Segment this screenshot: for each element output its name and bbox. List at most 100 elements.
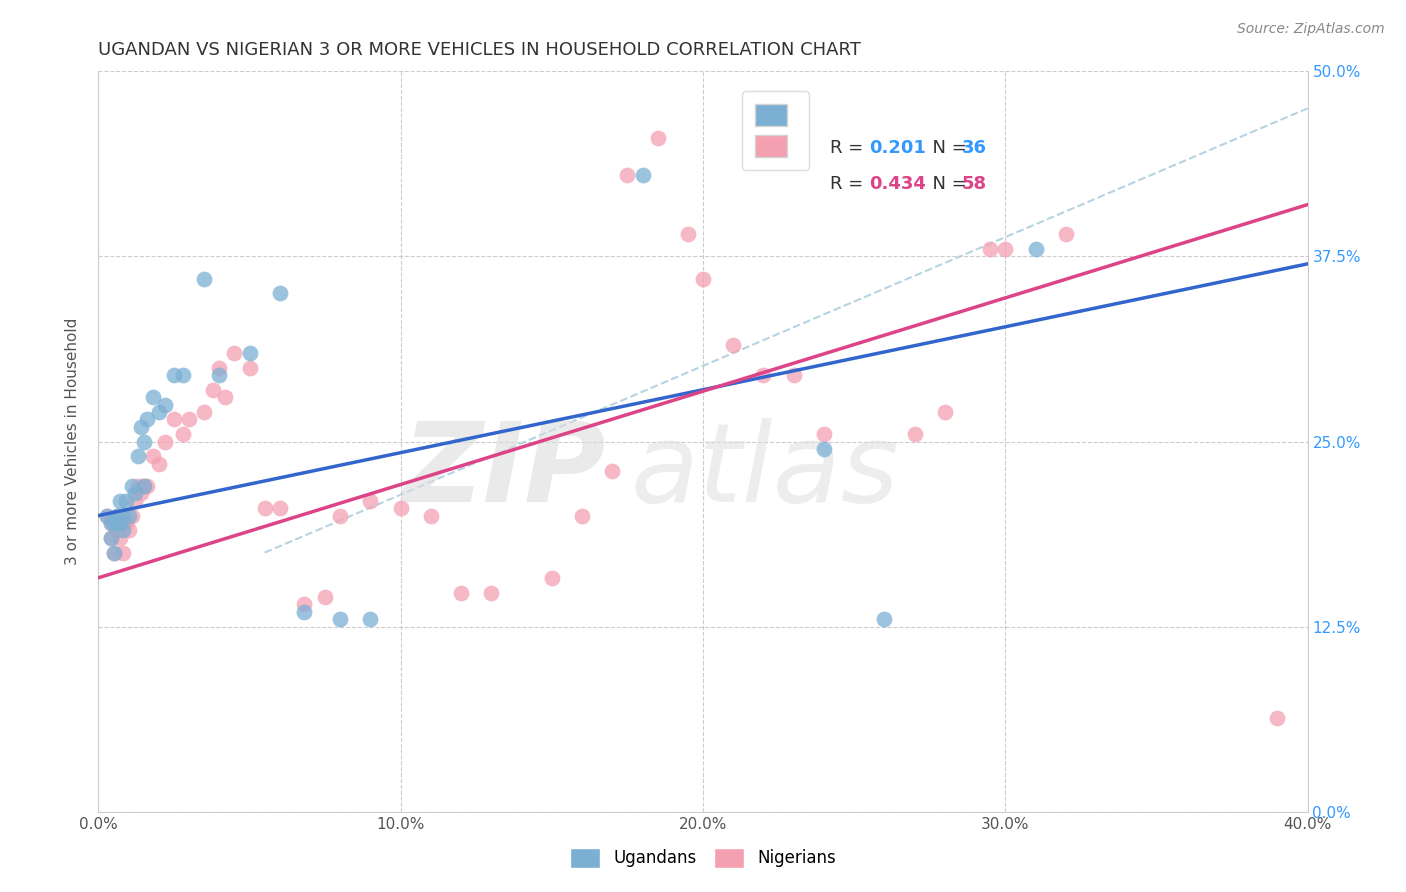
Point xyxy=(163,368,186,382)
Point xyxy=(132,434,155,449)
Y-axis label: 3 or more Vehicles in Household: 3 or more Vehicles in Household xyxy=(65,318,80,566)
Text: R =: R = xyxy=(830,138,869,156)
Point xyxy=(163,412,186,426)
Point xyxy=(103,516,125,530)
Point xyxy=(111,516,134,530)
Point xyxy=(253,501,276,516)
Point xyxy=(1024,242,1046,256)
Text: 0.201: 0.201 xyxy=(869,138,927,156)
Point xyxy=(127,450,149,464)
Point xyxy=(114,516,136,530)
Point xyxy=(602,464,624,478)
Point xyxy=(360,493,382,508)
Point xyxy=(135,479,157,493)
Point xyxy=(481,585,503,599)
Point xyxy=(208,360,231,375)
Point xyxy=(723,338,745,352)
Text: R =: R = xyxy=(830,175,869,193)
Point xyxy=(153,398,176,412)
Point xyxy=(813,427,835,442)
Text: atlas: atlas xyxy=(630,417,898,524)
Point xyxy=(647,131,669,145)
Point xyxy=(153,434,176,449)
Point xyxy=(202,383,225,397)
Point xyxy=(292,598,315,612)
Point xyxy=(118,508,141,523)
Point xyxy=(1054,227,1077,242)
Point xyxy=(540,571,562,585)
Legend: Ugandans, Nigerians: Ugandans, Nigerians xyxy=(564,841,842,875)
Point xyxy=(676,227,699,242)
Point xyxy=(100,531,122,545)
Point xyxy=(105,516,128,530)
Point xyxy=(292,605,315,619)
Point xyxy=(314,590,336,604)
Point xyxy=(571,508,593,523)
Point xyxy=(103,516,125,530)
Point xyxy=(114,493,136,508)
Point xyxy=(873,612,896,626)
Text: 58: 58 xyxy=(962,175,987,193)
Point xyxy=(631,168,654,182)
Point xyxy=(132,479,155,493)
Point xyxy=(208,368,231,382)
Point xyxy=(904,427,927,442)
Point xyxy=(214,390,236,404)
Point xyxy=(100,531,122,545)
Point xyxy=(172,368,194,382)
Point xyxy=(783,368,806,382)
Point xyxy=(108,516,131,530)
Point xyxy=(111,546,134,560)
Point xyxy=(105,524,128,538)
Point xyxy=(105,508,128,523)
Point xyxy=(616,168,638,182)
Point xyxy=(813,442,835,456)
Point xyxy=(96,508,118,523)
Point xyxy=(360,612,382,626)
Point xyxy=(329,612,352,626)
Point xyxy=(239,360,262,375)
Text: N =: N = xyxy=(921,175,973,193)
Text: Source: ZipAtlas.com: Source: ZipAtlas.com xyxy=(1237,22,1385,37)
Point xyxy=(103,546,125,560)
Text: 36: 36 xyxy=(962,138,987,156)
Point xyxy=(100,516,122,530)
Point xyxy=(111,524,134,538)
Point xyxy=(105,508,128,523)
Point xyxy=(269,286,291,301)
Point xyxy=(979,242,1001,256)
Point xyxy=(96,508,118,523)
Point xyxy=(142,450,165,464)
Point xyxy=(132,479,155,493)
Point xyxy=(129,419,152,434)
Point xyxy=(148,405,170,419)
Point xyxy=(124,493,146,508)
Text: N =: N = xyxy=(921,138,973,156)
Point xyxy=(172,427,194,442)
Legend: , : , xyxy=(742,92,808,169)
Point xyxy=(129,486,152,500)
Point xyxy=(994,242,1017,256)
Point xyxy=(118,524,141,538)
Point xyxy=(692,271,714,285)
Point xyxy=(239,345,262,359)
Point xyxy=(148,457,170,471)
Point xyxy=(103,546,125,560)
Point xyxy=(108,493,131,508)
Point xyxy=(127,479,149,493)
Point xyxy=(934,405,956,419)
Text: UGANDAN VS NIGERIAN 3 OR MORE VEHICLES IN HOUSEHOLD CORRELATION CHART: UGANDAN VS NIGERIAN 3 OR MORE VEHICLES I… xyxy=(98,41,862,59)
Point xyxy=(121,479,143,493)
Point xyxy=(193,271,215,285)
Point xyxy=(124,486,146,500)
Point xyxy=(450,585,472,599)
Point xyxy=(752,368,775,382)
Point xyxy=(193,405,215,419)
Point xyxy=(142,390,165,404)
Point xyxy=(100,516,122,530)
Point xyxy=(121,508,143,523)
Point xyxy=(224,345,246,359)
Point xyxy=(179,412,201,426)
Point xyxy=(420,508,443,523)
Text: ZIP: ZIP xyxy=(402,417,606,524)
